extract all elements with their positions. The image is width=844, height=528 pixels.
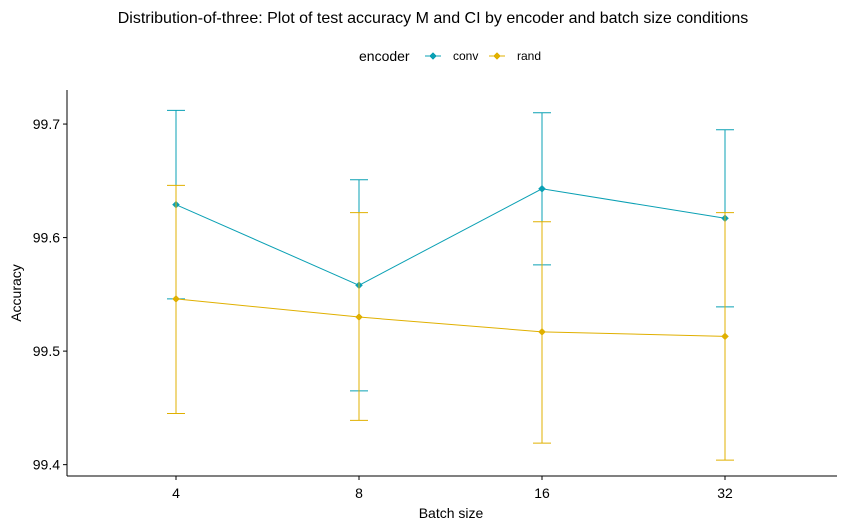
legend-marker-rand <box>493 52 501 60</box>
series-line-conv <box>175 188 726 286</box>
legend-label-rand: rand <box>517 49 541 63</box>
legend-title: encoder <box>359 48 410 64</box>
x-axis-label: Batch size <box>419 505 484 521</box>
legend-item-rand: rand <box>489 49 541 63</box>
legend-label-conv: conv <box>453 49 478 63</box>
series-line-rand <box>175 298 726 337</box>
x-tick-label-2: 16 <box>534 485 550 501</box>
data-point-conv-2 <box>538 184 546 193</box>
x-tick-label-3: 32 <box>717 485 733 501</box>
x-tick-label-0: 4 <box>172 485 180 501</box>
legend: encoder conv rand <box>359 48 541 64</box>
plot-area: 99.4 99.5 99.6 99.7 4 8 16 32 <box>33 90 837 501</box>
series-conv <box>167 109 734 392</box>
data-point-rand-3 <box>721 332 729 341</box>
series-rand <box>167 184 734 461</box>
y-tick-label-2: 99.6 <box>33 230 60 246</box>
legend-items: conv rand <box>425 49 541 63</box>
data-point-rand-0 <box>172 295 180 303</box>
data-point-rand-2 <box>538 327 546 336</box>
y-axis-label: Accuracy <box>8 264 24 322</box>
y-tick-label-0: 99.4 <box>33 457 60 473</box>
legend-marker-conv <box>429 52 437 60</box>
y-tick-label-1: 99.5 <box>33 343 60 359</box>
chart-title: Distribution-of-three: Plot of test accu… <box>118 10 749 27</box>
x-tick-label-1: 8 <box>355 485 363 501</box>
legend-item-conv: conv <box>425 49 478 63</box>
data-point-rand-1 <box>355 313 363 321</box>
y-tick-label-3: 99.7 <box>33 116 60 132</box>
